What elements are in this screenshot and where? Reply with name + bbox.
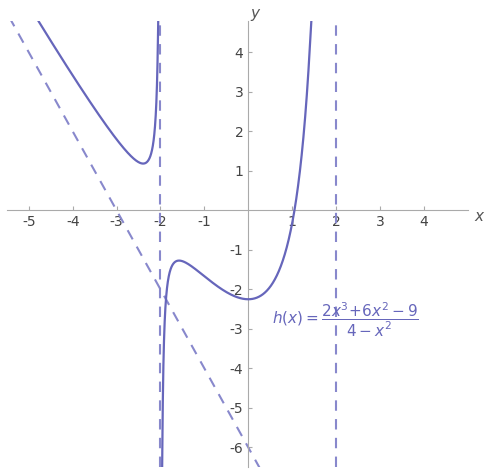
Text: x: x	[474, 209, 483, 224]
Text: y: y	[250, 6, 259, 20]
Text: $h(x) = \dfrac{2x^3\!+\!6x^2-9}{4-x^2}$: $h(x) = \dfrac{2x^3\!+\!6x^2-9}{4-x^2}$	[272, 301, 419, 339]
